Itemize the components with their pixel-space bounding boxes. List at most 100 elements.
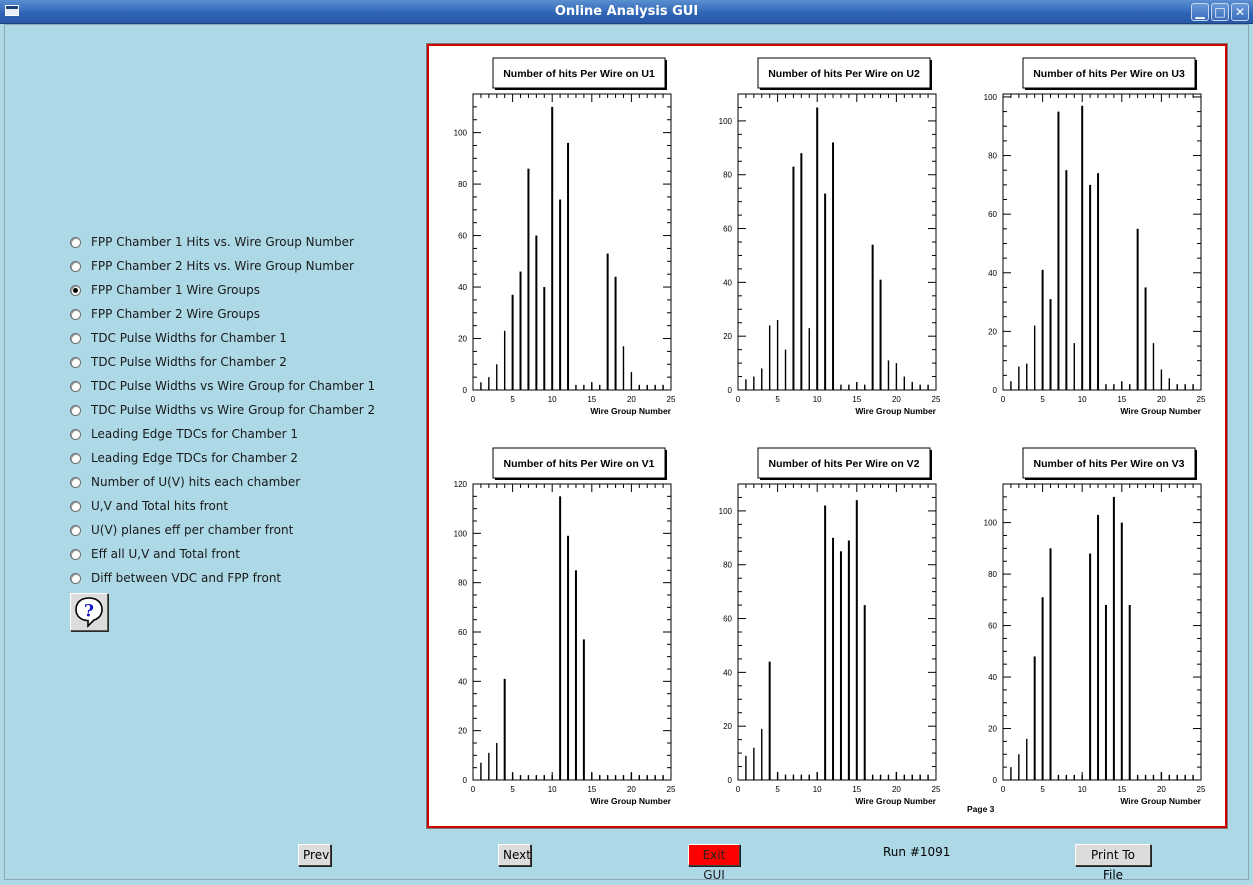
y-tick-label: 60 [988,210,997,219]
histogram-bar [551,106,554,390]
option-radio[interactable] [70,500,81,512]
option-row[interactable]: Eff all U,V and Total front [70,544,240,564]
histogram-bar [1112,496,1115,780]
title-bar: Online Analysis GUI ▁ □ ✕ [0,0,1253,24]
histogram-bar [1018,366,1020,390]
option-radio[interactable] [70,356,81,368]
option-row[interactable]: FPP Chamber 2 Wire Groups [70,304,260,324]
svg-text:?: ? [84,602,94,622]
histogram-bar [871,244,874,390]
option-radio[interactable] [70,380,81,392]
option-radio[interactable] [70,428,81,440]
x-axis-label: Wire Group Number [590,406,671,416]
histogram-title: Number of hits Per Wire on U2 [768,68,920,80]
option-radio[interactable] [70,332,81,344]
histogram-bar [1113,384,1115,390]
y-tick-label: 80 [988,152,997,161]
title-background [492,57,666,89]
minimize-button[interactable]: ▁ [1191,3,1209,21]
option-row[interactable]: TDC Pulse Widths for Chamber 2 [70,352,287,372]
histogram-title: Number of hits Per Wire on U1 [503,68,655,80]
y-tick-label: 20 [723,332,732,341]
option-row[interactable]: Leading Edge TDCs for Chamber 2 [70,448,298,468]
histogram-bar [1120,522,1123,780]
histogram-title: Number of hits Per Wire on V3 [1033,458,1184,470]
option-row[interactable]: U,V and Total hits front [70,496,228,516]
histogram-bar [776,771,779,780]
x-axis-label: Wire Group Number [855,406,936,416]
option-row[interactable]: TDC Pulse Widths vs Wire Group for Chamb… [70,376,375,396]
close-button[interactable]: ✕ [1231,3,1249,21]
histogram-bar [527,168,530,390]
y-tick-label: 0 [728,386,733,395]
histogram-bar [1073,343,1075,390]
option-radio[interactable] [70,236,81,248]
option-radio[interactable] [70,284,81,296]
option-radio[interactable] [70,548,81,560]
histogram-bar [1089,184,1092,390]
option-label: U(V) planes eff per chamber front [91,523,294,537]
histogram-bar [911,774,913,780]
histogram-bar [840,384,842,390]
option-radio[interactable] [70,572,81,584]
histogram-bar [808,774,810,780]
histogram-bar [503,678,506,780]
option-radio[interactable] [70,476,81,488]
plot-frame [737,93,937,391]
x-tick-label: 25 [667,785,676,794]
y-tick-label: 80 [723,171,732,180]
option-row[interactable]: FPP Chamber 1 Hits vs. Wire Group Number [70,232,354,252]
histogram: Number of hits Per Wire on U3 0 5 10 15 20 25 0… [984,57,1206,416]
histogram-bar [887,360,890,390]
option-row[interactable]: Diff between VDC and FPP front [70,568,281,588]
histogram-title: Number of hits Per Wire on U3 [1033,68,1185,80]
y-tick-label: 40 [458,283,467,292]
option-row[interactable]: FPP Chamber 2 Hits vs. Wire Group Number [70,256,354,276]
histogram-title: Number of hits Per Wire on V2 [768,458,919,470]
option-row[interactable]: Leading Edge TDCs for Chamber 1 [70,424,298,444]
option-radio[interactable] [70,260,81,272]
window-menu-icon[interactable] [5,5,19,16]
histogram-bar [1089,553,1092,780]
option-label: TDC Pulse Widths vs Wire Group for Chamb… [91,403,376,417]
next-button[interactable]: Next [498,844,531,866]
exit-gui-button[interactable]: Exit GUI [688,844,740,882]
print-to-file-button[interactable]: Print To File [1075,844,1151,882]
y-tick-label: 20 [988,725,997,734]
prev-button[interactable]: Prev [298,844,331,866]
histogram-bar [1121,381,1123,390]
histogram-bar [816,107,819,391]
x-tick-label: 10 [813,785,822,794]
y-tick-label: 0 [728,776,733,785]
option-row[interactable]: Number of U(V) hits each chamber [70,472,300,492]
y-tick-label: 100 [719,507,733,516]
x-tick-label: 0 [736,785,741,794]
x-tick-label: 20 [1157,785,1166,794]
maximize-button[interactable]: □ [1211,3,1229,21]
x-tick-label: 25 [1197,785,1206,794]
y-tick-label: 20 [458,335,467,344]
help-button[interactable]: ? [70,593,108,631]
y-tick-label: 60 [458,628,467,637]
title-background [757,447,931,479]
y-tick-label: 40 [723,278,732,287]
option-row[interactable]: TDC Pulse Widths for Chamber 1 [70,328,287,348]
histogram-bar [1049,548,1052,780]
option-radio[interactable] [70,524,81,536]
x-tick-label: 20 [627,785,636,794]
option-radio[interactable] [70,308,81,320]
histogram-bar [1104,604,1107,780]
histogram-bar [864,384,866,390]
histogram-bar [543,775,545,780]
option-row[interactable]: FPP Chamber 1 Wire Groups [70,280,260,300]
option-radio[interactable] [70,452,81,464]
option-row[interactable]: TDC Pulse Widths vs Wire Group for Chamb… [70,400,375,420]
plot-frame [737,483,937,781]
option-radio[interactable] [70,404,81,416]
histogram-bar [816,771,818,780]
histogram-bar [1160,369,1163,390]
histogram-bar [879,774,882,780]
option-label: TDC Pulse Widths for Chamber 1 [91,331,287,345]
option-row[interactable]: U(V) planes eff per chamber front [70,520,293,540]
histogram-bar [1065,170,1068,390]
